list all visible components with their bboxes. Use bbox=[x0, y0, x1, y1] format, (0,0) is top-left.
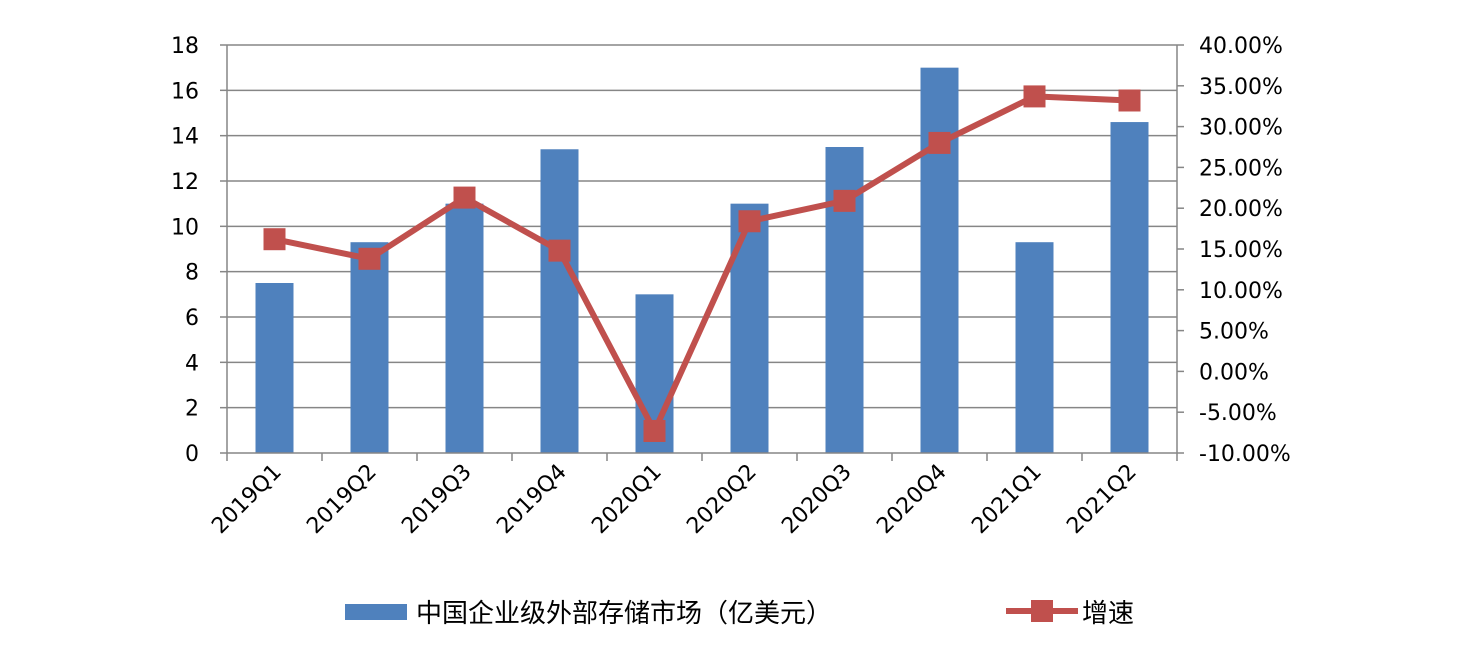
legend: 中国企业级外部存储市场（亿美元） 增速 bbox=[345, 599, 1134, 629]
left-axis-tick-label: 12 bbox=[171, 170, 199, 195]
legend-line-marker bbox=[1031, 600, 1053, 622]
legend-line-label: 增速 bbox=[1082, 599, 1134, 629]
bar bbox=[540, 149, 579, 453]
growth-marker bbox=[548, 239, 571, 262]
bar bbox=[920, 67, 959, 454]
growth-marker bbox=[738, 210, 761, 233]
growth-marker bbox=[928, 131, 951, 154]
left-axis-tick-labels: 0 2 4 6 8 10 12 14 16 18 bbox=[171, 34, 199, 467]
x-axis-tick-label: 2020Q1 bbox=[587, 460, 666, 539]
growth-marker bbox=[1118, 89, 1141, 112]
left-axis-tick-label: 6 bbox=[185, 306, 199, 331]
x-axis-tick-labels: 2019Q1 2019Q2 2019Q3 2019Q4 2020Q1 2020Q2 2020… bbox=[207, 460, 1141, 539]
right-axis-tick-label: 0.00% bbox=[1199, 360, 1269, 385]
left-axis-tick-label: 8 bbox=[185, 261, 199, 286]
x-axis-tick-label: 2019Q1 bbox=[207, 460, 286, 539]
growth-marker bbox=[453, 186, 476, 209]
right-axis-tick-label: 35.00% bbox=[1199, 75, 1283, 100]
right-axis-tick-label: -10.00% bbox=[1199, 442, 1291, 467]
bar bbox=[730, 203, 769, 453]
legend-bar-label: 中国企业级外部存储市场（亿美元） bbox=[416, 599, 832, 629]
bar bbox=[255, 283, 294, 453]
x-axis-tick-label: 2019Q4 bbox=[492, 460, 571, 539]
right-axis-tick-label: 5.00% bbox=[1199, 320, 1269, 345]
left-axis-tick-label: 0 bbox=[185, 442, 199, 467]
x-axis-tick-label: 2021Q2 bbox=[1062, 460, 1141, 539]
right-axis-tick-label: 15.00% bbox=[1199, 238, 1283, 263]
legend-bar-swatch bbox=[345, 604, 407, 620]
left-axis-tick-label: 10 bbox=[171, 215, 199, 240]
bar bbox=[350, 242, 389, 453]
right-axis-tick-label: 40.00% bbox=[1199, 34, 1283, 59]
x-axis-tick-label: 2019Q3 bbox=[397, 460, 476, 539]
left-axis-tick-label: 2 bbox=[185, 397, 199, 422]
growth-marker bbox=[643, 419, 666, 442]
x-axis-tick-label: 2019Q2 bbox=[302, 460, 381, 539]
left-axis-tick-label: 14 bbox=[171, 125, 199, 150]
right-axis-tick-label: 25.00% bbox=[1199, 156, 1283, 181]
x-axis-tick-label: 2021Q1 bbox=[967, 460, 1046, 539]
right-axis-tick-label: 20.00% bbox=[1199, 197, 1283, 222]
growth-marker bbox=[1023, 85, 1046, 108]
left-axis-tick-label: 4 bbox=[185, 351, 199, 376]
right-axis-tick-label: 30.00% bbox=[1199, 116, 1283, 141]
left-axis-tick-label: 18 bbox=[171, 34, 199, 59]
right-axis-tick-labels: -10.00% -5.00% 0.00% 5.00% 10.00% 15.00% 20.00… bbox=[1199, 34, 1291, 467]
line-series bbox=[263, 85, 1141, 442]
x-axis-tick-label: 2020Q3 bbox=[777, 460, 856, 539]
x-axis-tick-label: 2020Q4 bbox=[872, 460, 951, 539]
right-axis-tick-label: -5.00% bbox=[1199, 401, 1277, 426]
axes bbox=[220, 44, 1184, 461]
bar bbox=[1015, 242, 1054, 453]
growth-marker bbox=[358, 247, 381, 270]
bar bbox=[1110, 122, 1149, 454]
growth-line bbox=[273, 93, 1130, 434]
x-axis-tick-label: 2020Q2 bbox=[682, 460, 761, 539]
bar-series bbox=[255, 67, 1149, 454]
growth-marker bbox=[833, 189, 856, 212]
left-axis-tick-label: 16 bbox=[171, 79, 199, 104]
bar bbox=[445, 203, 484, 453]
right-axis-tick-label: 10.00% bbox=[1199, 279, 1283, 304]
growth-marker bbox=[263, 228, 286, 251]
